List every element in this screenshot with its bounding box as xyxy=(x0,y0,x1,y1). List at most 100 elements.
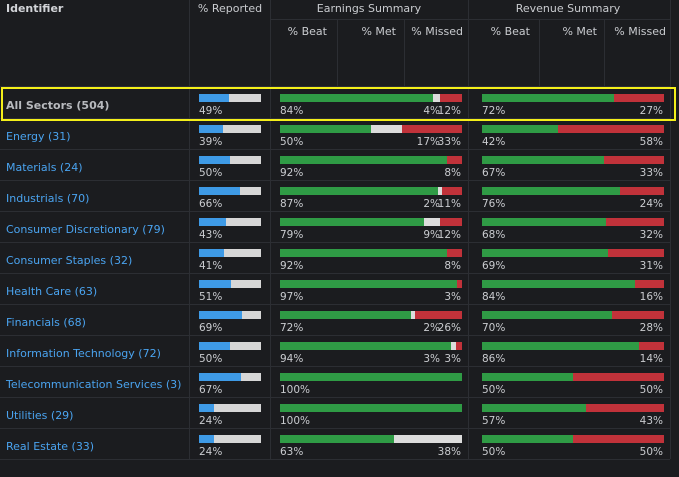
earnings-missed-value: 8% xyxy=(444,260,461,272)
reported-fill xyxy=(199,311,242,319)
reported-value: 51% xyxy=(199,291,223,303)
table-row[interactable]: Real Estate (33) 24% 63% 38% 50% 50% xyxy=(0,431,679,462)
table-row[interactable]: Information Technology (72) 50% 94% 3% 3% 86%… xyxy=(0,338,679,369)
earnings-missed-fill xyxy=(402,125,462,133)
earnings-missed-fill xyxy=(440,218,462,226)
sector-name[interactable]: Consumer Staples (32) xyxy=(6,254,133,267)
earnings-missed-fill xyxy=(442,187,462,195)
table-row[interactable]: Industrials (70) 66% 87% 2% 11% 76% 24% xyxy=(0,183,679,214)
reported-fill xyxy=(199,435,214,443)
header-earnings-beat[interactable]: % Beat xyxy=(287,25,327,38)
row-all-sectors[interactable]: All Sectors (504) 49% 84% 4% 12% 72% 27% xyxy=(0,90,679,121)
header-identifier[interactable]: Identifier xyxy=(6,2,64,15)
row-divider xyxy=(0,149,670,150)
revenue-missed-value: 27% xyxy=(639,105,663,117)
row-divider xyxy=(0,86,670,87)
revenue-beat-fill xyxy=(482,342,639,350)
row-divider xyxy=(0,459,670,460)
header-earnings-missed[interactable]: % Missed xyxy=(411,25,463,38)
sector-name[interactable]: Health Care (63) xyxy=(6,285,98,298)
earnings-beat-value: 92% xyxy=(280,167,304,179)
sector-name[interactable]: Industrials (70) xyxy=(6,192,90,205)
earnings-missed-value: 33% xyxy=(437,136,461,148)
earnings-beat-value: 87% xyxy=(280,198,304,210)
sector-name[interactable]: Real Estate (33) xyxy=(6,440,95,453)
earnings-beat-value: 84% xyxy=(280,105,304,117)
column-divider xyxy=(468,0,469,459)
revenue-missed-fill xyxy=(614,94,664,102)
table-row[interactable]: Consumer Staples (32) 41% 92% 8% 69% 31% xyxy=(0,245,679,276)
earnings-missed-fill xyxy=(457,280,462,288)
earnings-met-value: 9% xyxy=(423,229,440,241)
earnings-beat-value: 100% xyxy=(280,415,311,427)
earnings-bar xyxy=(280,373,462,381)
sector-name[interactable]: Consumer Discretionary (79) xyxy=(6,223,165,236)
earnings-beat-fill xyxy=(280,435,394,443)
revenue-missed-value: 43% xyxy=(639,415,663,427)
earnings-beat-fill xyxy=(280,249,447,257)
reported-value: 24% xyxy=(199,415,223,427)
row-divider xyxy=(0,180,670,181)
earnings-beat-fill xyxy=(280,187,438,195)
header-revenue-missed[interactable]: % Missed xyxy=(614,25,666,38)
revenue-beat-fill xyxy=(482,125,558,133)
earnings-bar xyxy=(280,156,462,164)
reported-bar xyxy=(199,249,261,257)
sector-name[interactable]: All Sectors (504) xyxy=(6,99,110,112)
earnings-met-fill xyxy=(394,435,462,443)
earnings-missed-value: 11% xyxy=(437,198,461,210)
table-row[interactable]: Consumer Discretionary (79) 43% 79% 9% 12% 68… xyxy=(0,214,679,245)
revenue-beat-fill xyxy=(482,156,604,164)
earnings-met-fill xyxy=(424,218,440,226)
revenue-beat-value: 42% xyxy=(482,136,506,148)
table-row[interactable]: Energy (31) 39% 50% 17% 33% 42% 58% xyxy=(0,121,679,152)
revenue-beat-value: 57% xyxy=(482,415,506,427)
sector-name[interactable]: Energy (31) xyxy=(6,130,71,143)
reported-fill xyxy=(199,125,223,133)
revenue-beat-fill xyxy=(482,187,620,195)
revenue-missed-value: 50% xyxy=(639,384,663,396)
sector-name[interactable]: Financials (68) xyxy=(6,316,86,329)
sector-name[interactable]: Utilities (29) xyxy=(6,409,74,422)
column-divider xyxy=(270,0,271,459)
earnings-bar xyxy=(280,311,462,319)
reported-bar xyxy=(199,373,261,381)
reported-bar xyxy=(199,404,261,412)
revenue-missed-fill xyxy=(573,373,664,381)
reported-fill xyxy=(199,280,231,288)
earnings-beat-fill xyxy=(280,311,411,319)
row-divider xyxy=(0,428,670,429)
table-row[interactable]: Materials (24) 50% 92% 8% 67% 33% xyxy=(0,152,679,183)
revenue-missed-fill xyxy=(573,435,664,443)
sector-name[interactable]: Materials (24) xyxy=(6,161,83,174)
revenue-beat-value: 69% xyxy=(482,260,506,272)
earnings-beat-value: 92% xyxy=(280,260,304,272)
revenue-beat-fill xyxy=(482,435,573,443)
header-earnings-met[interactable]: % Met xyxy=(361,25,396,38)
reported-bar xyxy=(199,218,261,226)
earnings-bar xyxy=(280,404,462,412)
earnings-bar xyxy=(280,94,462,102)
header-reported[interactable]: % Reported xyxy=(197,2,263,15)
header-revenue-met[interactable]: % Met xyxy=(562,25,597,38)
sector-name[interactable]: Telecommunication Services (3) xyxy=(6,378,182,391)
earnings-beat-fill xyxy=(280,342,451,350)
revenue-missed-value: 28% xyxy=(639,322,663,334)
earnings-missed-value: 8% xyxy=(444,167,461,179)
reported-bar xyxy=(199,156,261,164)
table-row[interactable]: Telecommunication Services (3) 67% 100% 50%… xyxy=(0,369,679,400)
revenue-beat-value: 50% xyxy=(482,384,506,396)
earnings-met-fill xyxy=(433,94,440,102)
row-divider xyxy=(0,304,670,305)
row-divider xyxy=(0,242,670,243)
header-revenue-beat[interactable]: % Beat xyxy=(490,25,530,38)
earnings-bar xyxy=(280,280,462,288)
table-row[interactable]: Utilities (29) 24% 100% 57% 43% xyxy=(0,400,679,431)
table-row[interactable]: Health Care (63) 51% 97% 3% 84% 16% xyxy=(0,276,679,307)
sector-name[interactable]: Information Technology (72) xyxy=(6,347,161,360)
earnings-missed-fill xyxy=(415,311,462,319)
table-row[interactable]: Financials (68) 69% 72% 2% 26% 70% 28% xyxy=(0,307,679,338)
earnings-beat-fill xyxy=(280,125,371,133)
revenue-missed-value: 50% xyxy=(639,446,663,458)
earnings-beat-fill xyxy=(280,373,462,381)
